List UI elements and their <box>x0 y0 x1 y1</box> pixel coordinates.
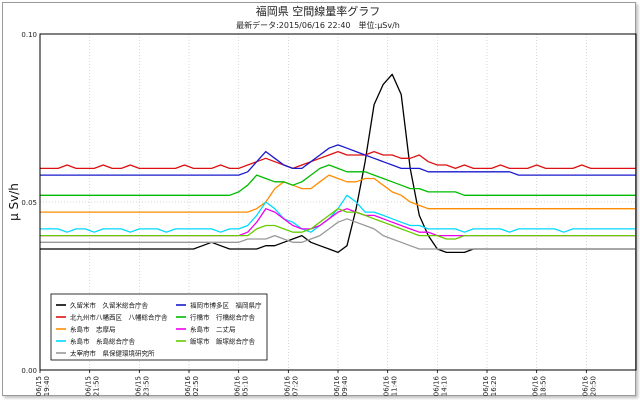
series-line-9 <box>40 208 636 240</box>
x-tick-time: 11:40 <box>391 376 399 396</box>
x-tick-date: 06/16 <box>234 375 242 396</box>
x-tick-time: 21:50 <box>93 376 101 396</box>
x-tick-time: 09:40 <box>341 376 349 396</box>
series-line-7 <box>40 164 636 196</box>
series-line-3 <box>40 174 636 213</box>
legend-label: 北九州市八幡西区 八幡総合庁舎 <box>70 313 168 322</box>
series-line-2 <box>40 150 636 170</box>
x-tick-date: 06/15 <box>35 376 43 396</box>
x-tick-time: 18:50 <box>540 376 548 396</box>
chart-subtitle: 最新データ:2015/06/16 22:40 単位:μSv/h <box>236 20 400 30</box>
x-tick-time: 05:10 <box>242 376 250 396</box>
y-axis-label: μ Sv/h <box>7 183 21 221</box>
legend-label: 行橋市 行橋総合庁舎 <box>190 313 256 322</box>
x-tick-date: 06/16 <box>383 375 391 396</box>
x-tick-time: 02:50 <box>192 376 200 396</box>
series-group <box>40 73 636 254</box>
legend-label: 福岡市博多区 福岡県庁 <box>190 301 262 310</box>
legend-label: 糸島市 糸島総合庁舎 <box>70 337 136 346</box>
y-ticks: 0.00 0.05 0.10 <box>21 31 37 375</box>
legend-label: 久留米市 久留米総合庁舎 <box>70 301 149 310</box>
series-line-5 <box>40 218 636 250</box>
legend-label: 太宰府市 県保健環境研究所 <box>70 349 155 358</box>
x-tick-date: 06/16 <box>482 375 490 396</box>
x-tick-time: 07:20 <box>291 376 299 396</box>
x-tick-time: 20:50 <box>589 376 597 396</box>
x-ticks: 06/15 19:40 06/15 21:50 06/15 23:50 06/16 02:50… <box>35 370 597 396</box>
x-tick-date: 06/16 <box>532 375 540 396</box>
series-line-6 <box>40 144 636 176</box>
x-tick-date: 06/16 <box>333 375 341 396</box>
x-tick-date: 06/16 <box>581 375 589 396</box>
x-tick-time: 16:20 <box>490 376 498 396</box>
x-tick-date: 06/16 <box>184 375 192 396</box>
legend-box <box>50 293 268 361</box>
y-tick-label: 0.10 <box>21 31 37 39</box>
legend-label: 飯塚市 飯塚総合庁舎 <box>190 337 256 346</box>
chart-title: 福岡県 空間線量率グラフ <box>256 4 381 18</box>
x-tick-time: 14:10 <box>440 376 448 396</box>
y-tick-label: 0.05 <box>21 199 37 207</box>
x-tick-time: 23:50 <box>142 376 150 396</box>
x-tick-time: 19:40 <box>43 376 51 396</box>
legend-label: 糸島市 二丈局 <box>190 325 236 334</box>
y-tick-label: 0.00 <box>21 367 37 375</box>
x-tick-date: 06/15 <box>134 376 142 396</box>
x-tick-date: 06/16 <box>432 375 440 396</box>
x-tick-date: 06/15 <box>85 376 93 396</box>
legend-label: 糸島市 志摩局 <box>70 325 116 334</box>
x-tick-date: 06/16 <box>283 375 291 396</box>
